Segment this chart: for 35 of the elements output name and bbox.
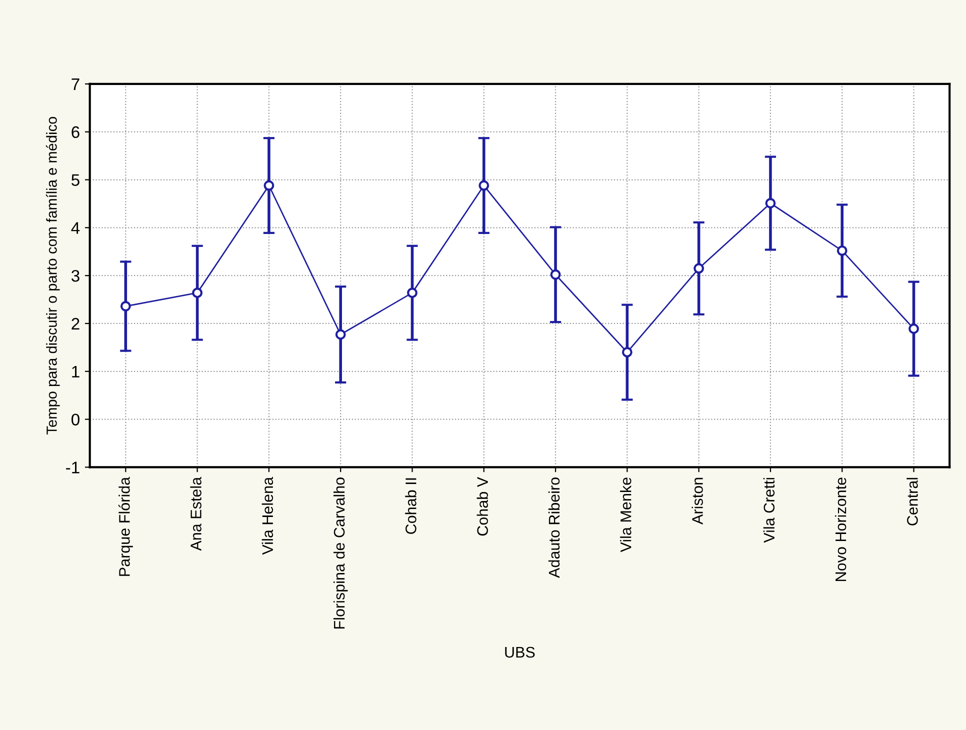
point	[550, 269, 561, 280]
x-tick-label: Adauto Ribeiro	[548, 478, 560, 578]
x-tick-label: Ana Estela	[190, 476, 202, 551]
x-tick-label: Ariston	[692, 478, 703, 524]
y-axis-title: Tempo para discutir o parto com família e médico	[46, 116, 60, 435]
y-tick-label: 4	[71, 222, 80, 234]
y-tick-label: -1	[66, 462, 80, 474]
y-tick-label: 1	[72, 366, 80, 378]
point	[192, 288, 203, 298]
x-tick-label: Florispina de Carvalho	[333, 478, 348, 629]
point	[264, 180, 274, 191]
y-tick-label: 6	[72, 126, 80, 138]
y-tick-label: 0	[72, 414, 80, 426]
y-tick-label: 7	[72, 78, 80, 90]
point	[478, 180, 490, 191]
y-tick-label: 3	[71, 270, 80, 282]
x-tick-label: Vila Cretti	[763, 478, 775, 543]
point	[622, 347, 632, 358]
x-axis-title: UBS	[505, 646, 535, 658]
point	[765, 198, 776, 208]
x-tick-label: Cohab V	[476, 476, 488, 536]
x-tick-label: Parque Flórida	[118, 476, 133, 576]
y-tick-label: 2	[72, 318, 80, 330]
x-tick-label: Novo Horizonte	[834, 478, 846, 581]
point	[335, 329, 346, 340]
point	[407, 288, 418, 298]
x-tick-label: Vila Menke	[620, 478, 632, 552]
x-tick-label: Vila Helena	[262, 476, 274, 555]
point	[694, 263, 704, 274]
point	[908, 324, 919, 334]
point	[836, 245, 848, 256]
y-tick-label: 5	[72, 174, 80, 186]
point	[120, 301, 131, 312]
x-tick-label: Central	[906, 478, 918, 526]
x-tick-label: Cohab II	[405, 478, 416, 534]
